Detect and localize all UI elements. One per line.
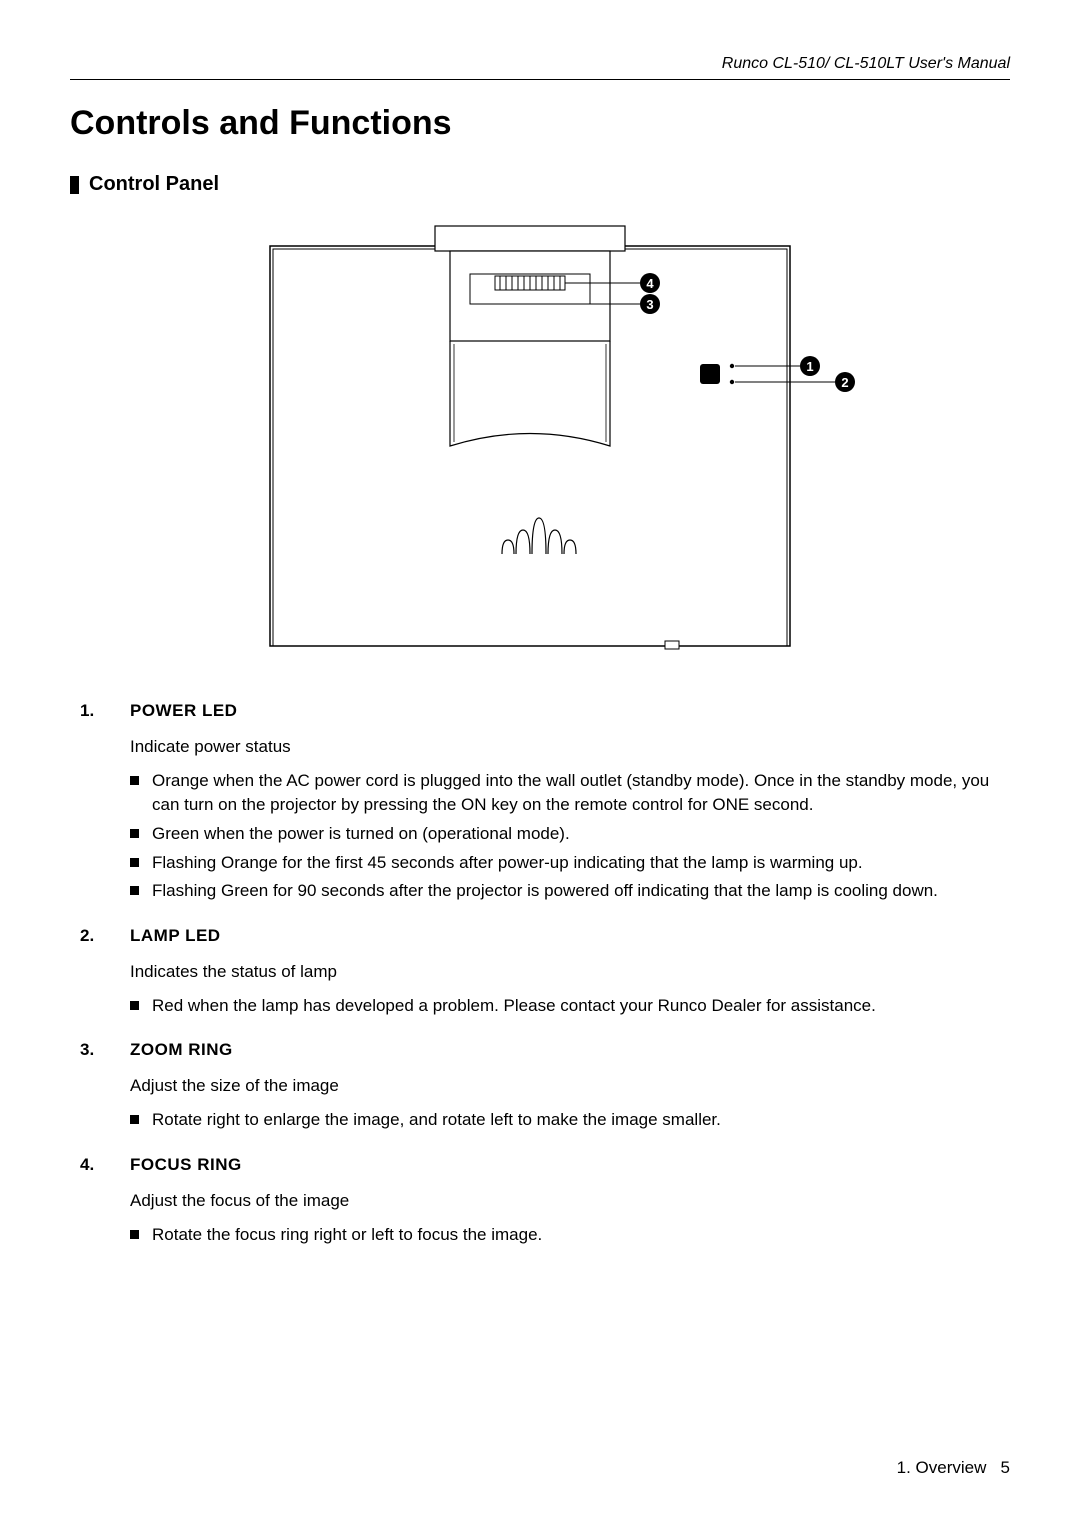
svg-text:1: 1: [806, 359, 813, 374]
bullet: Green when the power is turned on (opera…: [130, 822, 1010, 847]
page-header: Runco CL-510/ CL-510LT User's Manual: [70, 55, 1010, 80]
footer-chapter: 1. Overview: [897, 1458, 987, 1477]
item-desc: Indicate power status: [130, 735, 1010, 759]
footer-page: 5: [1001, 1458, 1010, 1477]
section-heading-label: Control Panel: [89, 173, 219, 196]
item-focus-ring: FOCUS RING Adjust the focus of the image…: [80, 1155, 1010, 1247]
svg-text:4: 4: [646, 276, 654, 291]
bullet: Rotate right to enlarge the image, and r…: [130, 1108, 1010, 1133]
control-panel-diagram: 1 2 3 4: [70, 216, 1010, 661]
callout-3: 3: [640, 294, 660, 314]
svg-text:2: 2: [841, 375, 848, 390]
item-title: LAMP LED: [130, 926, 1010, 946]
bullet: Flashing Orange for the first 45 seconds…: [130, 851, 1010, 876]
bullet: Rotate the focus ring right or left to f…: [130, 1223, 1010, 1248]
callout-1: 1: [800, 356, 820, 376]
item-bullets: Rotate right to enlarge the image, and r…: [130, 1108, 1010, 1133]
bullet: Red when the lamp has developed a proble…: [130, 994, 1010, 1019]
item-bullets: Rotate the focus ring right or left to f…: [130, 1223, 1010, 1248]
item-bullets: Orange when the AC power cord is plugged…: [130, 769, 1010, 904]
item-title: FOCUS RING: [130, 1155, 1010, 1175]
section-heading: Control Panel: [70, 173, 1010, 196]
item-title: ZOOM RING: [130, 1040, 1010, 1060]
item-desc: Indicates the status of lamp: [130, 960, 1010, 984]
bullet: Flashing Green for 90 seconds after the …: [130, 879, 1010, 904]
section-bullet-icon: [70, 176, 79, 194]
item-zoom-ring: ZOOM RING Adjust the size of the image R…: [80, 1040, 1010, 1132]
item-desc: Adjust the focus of the image: [130, 1189, 1010, 1213]
svg-text:3: 3: [646, 297, 653, 312]
callout-4: 4: [640, 273, 660, 293]
bullet: Orange when the AC power cord is plugged…: [130, 769, 1010, 818]
items-list: POWER LED Indicate power status Orange w…: [70, 701, 1010, 1247]
page-title: Controls and Functions: [70, 104, 1010, 143]
callout-2: 2: [835, 372, 855, 392]
item-desc: Adjust the size of the image: [130, 1074, 1010, 1098]
item-bullets: Red when the lamp has developed a proble…: [130, 994, 1010, 1019]
item-lamp-led: LAMP LED Indicates the status of lamp Re…: [80, 926, 1010, 1018]
page-footer: 1. Overview 5: [897, 1458, 1010, 1478]
item-power-led: POWER LED Indicate power status Orange w…: [80, 701, 1010, 904]
projector-top-svg: 1 2 3 4: [210, 216, 870, 656]
item-title: POWER LED: [130, 701, 1010, 721]
